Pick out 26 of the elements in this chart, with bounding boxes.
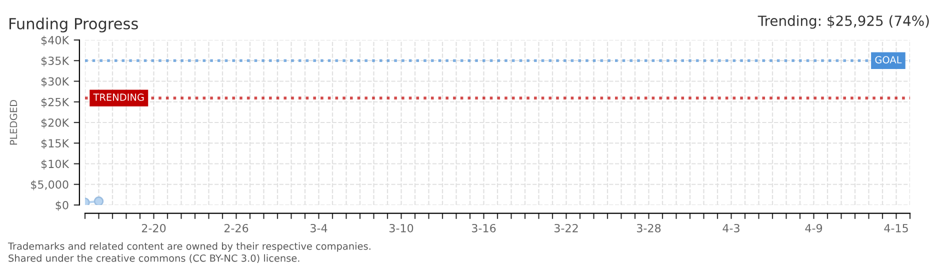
x-tick-label: 3-28	[636, 224, 661, 232]
x-tick-label: 4-9	[805, 224, 822, 232]
x-tick-label: 4-15	[884, 224, 908, 232]
x-tick-label: 3-22	[554, 224, 578, 232]
y-tick-label: $5,000	[31, 180, 68, 190]
x-tick-label: 2-26	[224, 224, 248, 232]
chart-title: Funding Progress	[10, 18, 138, 32]
chart-subtitle: Trending: $25,925 (74%)	[758, 15, 929, 29]
y-tick-label: $10K	[41, 160, 70, 170]
ref-line-label: TRENDING	[93, 94, 144, 101]
x-tick-label: 4-3	[722, 224, 740, 232]
y-tick-label: $30K	[41, 77, 70, 88]
text: Shared under the creative commons (CC BY-NC 3.0) license.	[8, 254, 300, 263]
ref-line-label: GOAL	[875, 56, 902, 64]
y-axis-title: PLEDGED	[10, 100, 18, 145]
y-tick-label: $0	[56, 200, 68, 211]
x-tick-label: 2-20	[142, 224, 166, 232]
y-tick-label: $40K	[41, 36, 70, 46]
x-tick-label: 3-16	[472, 224, 496, 232]
x-tick-label: 3-10	[389, 224, 414, 232]
y-tick-label: $15K	[41, 138, 70, 149]
y-tick-label: $20K	[41, 118, 70, 128]
text: Trademarks and related content are owned by their respective companies.	[8, 242, 370, 252]
x-tick-label: 3-4	[310, 224, 328, 232]
y-tick-label: $25K	[41, 98, 70, 108]
y-tick-label: $35K	[41, 56, 70, 66]
